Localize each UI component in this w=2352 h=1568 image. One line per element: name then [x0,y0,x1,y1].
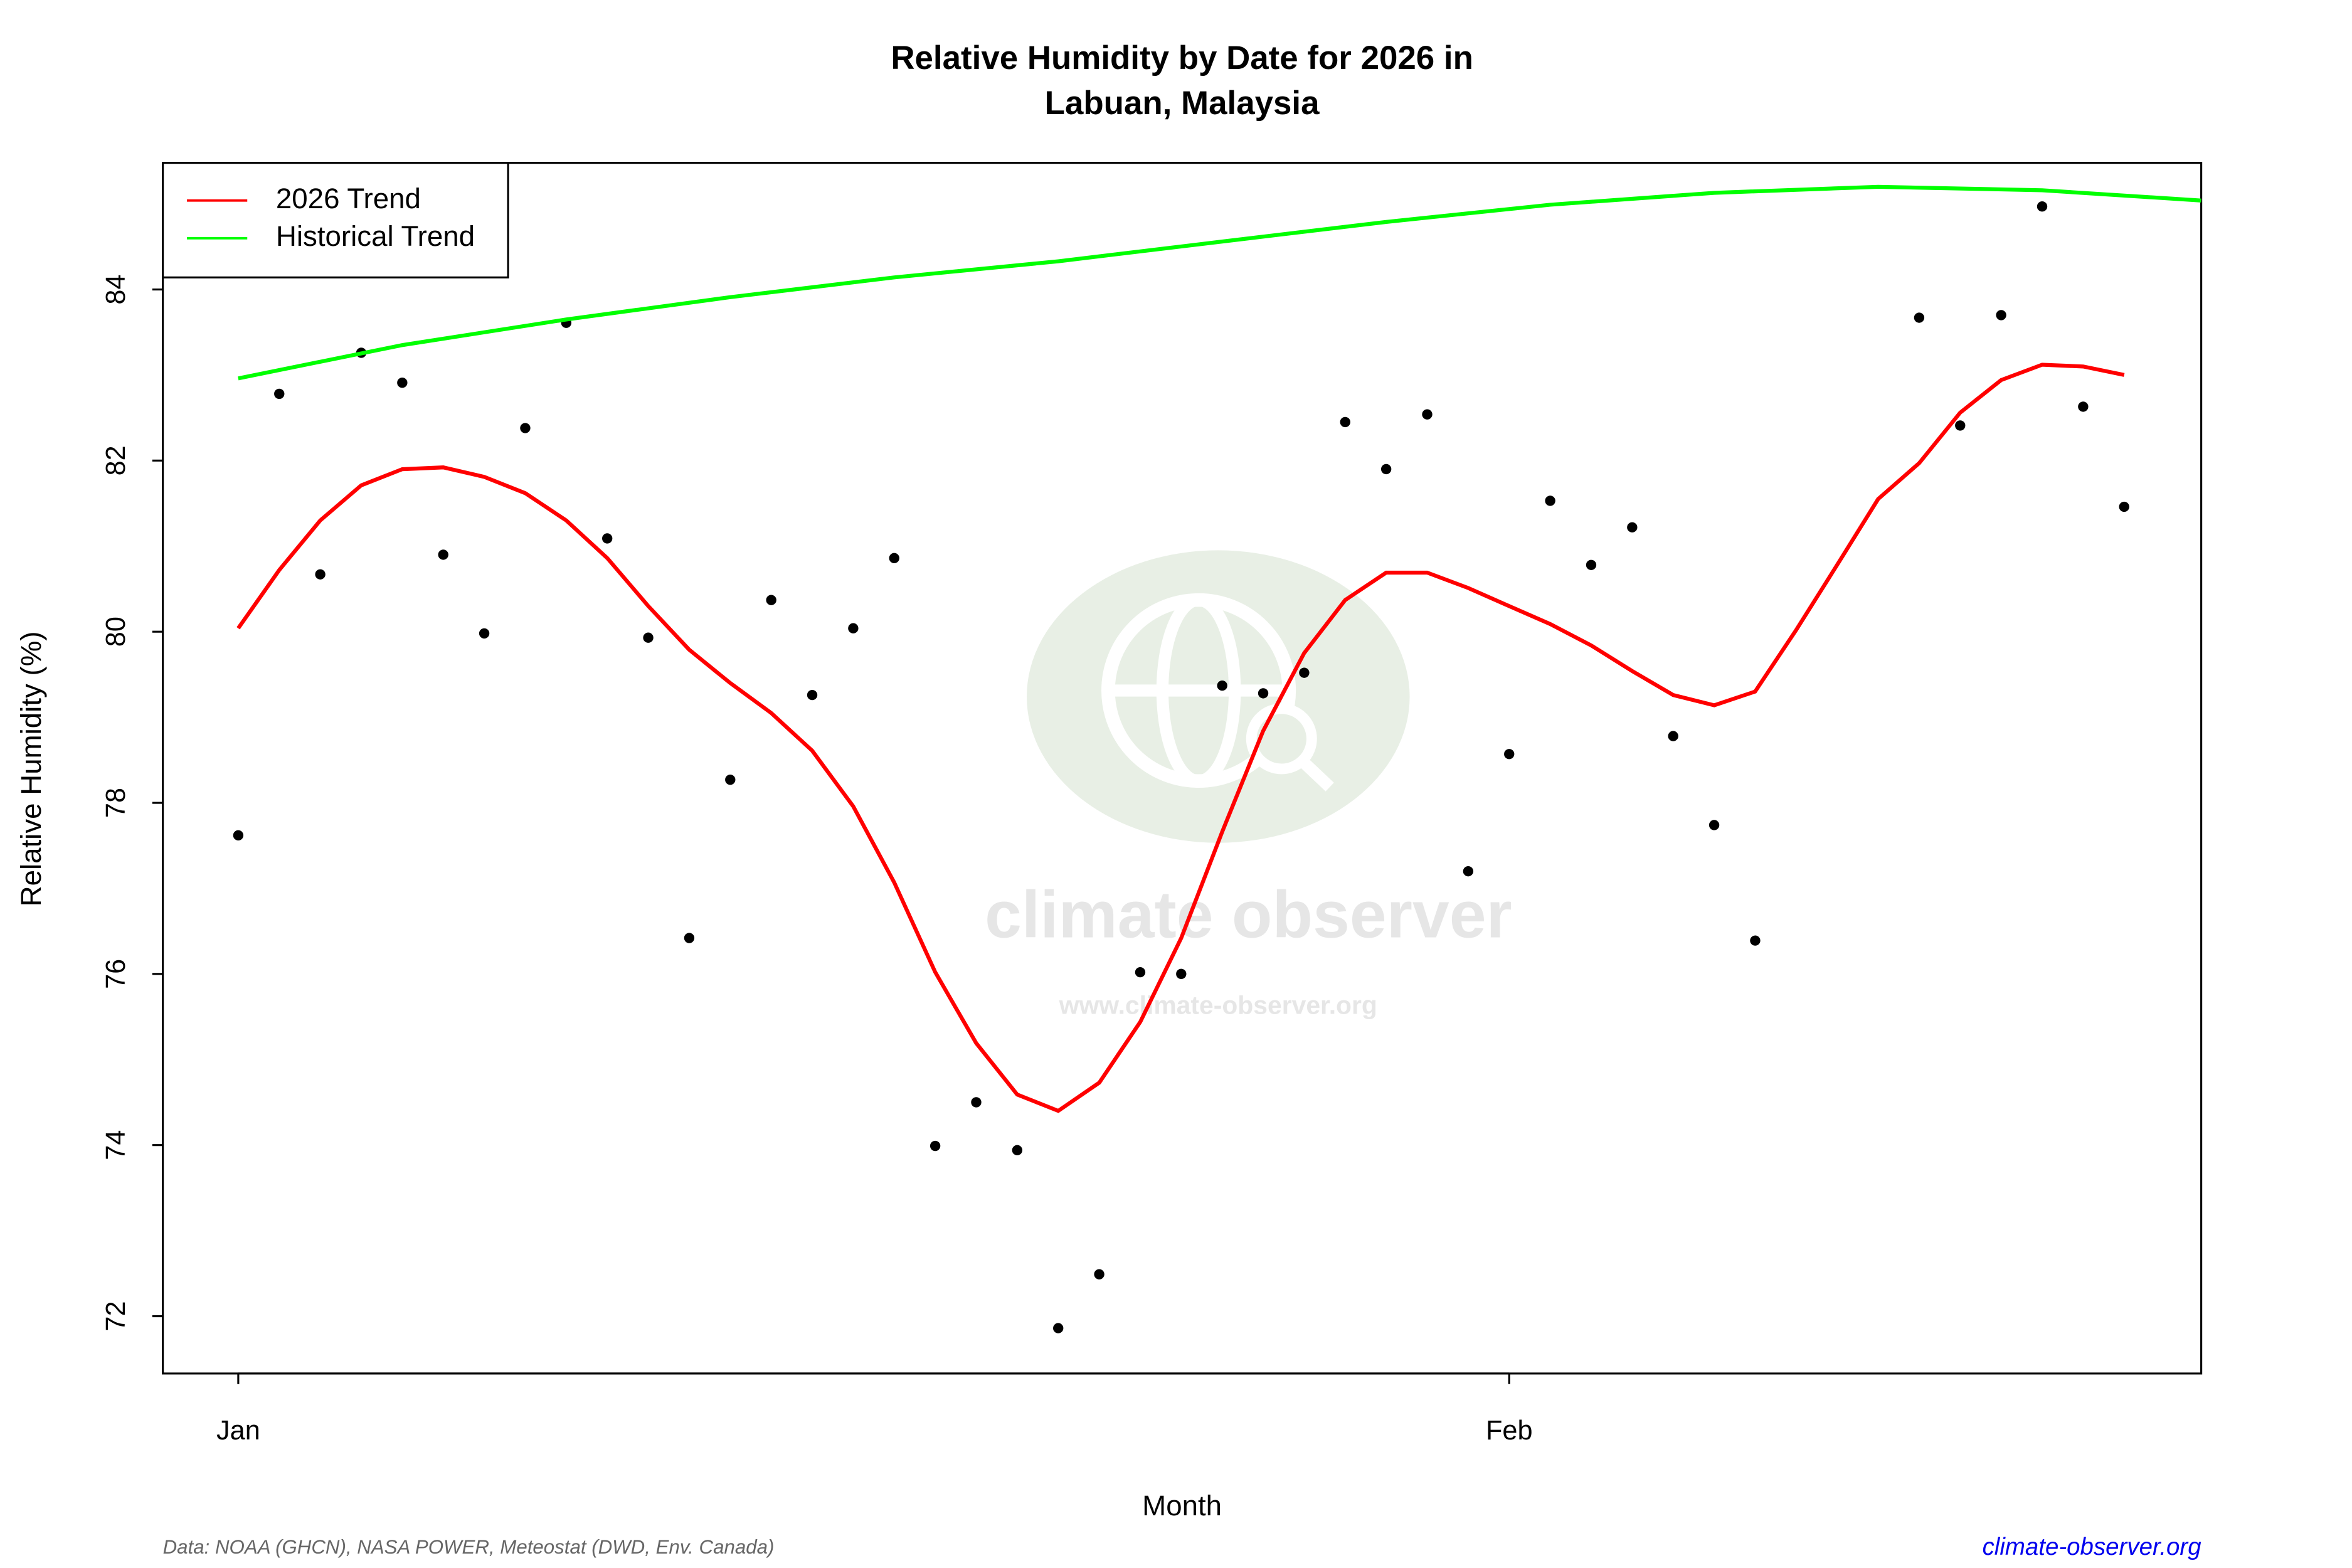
data-point [602,533,613,544]
y-tick-label: 84 [101,274,131,304]
data-point [1504,749,1515,760]
data-point [1955,420,1966,431]
data-point [315,569,326,580]
data-point [643,632,654,643]
data-point [889,553,899,564]
data-point [1176,968,1187,980]
data-point [233,830,244,841]
y-tick-label: 78 [101,788,131,818]
trend-line [238,184,2201,381]
legend-label: 2026 Trend [276,183,421,215]
watermark-lens [1298,756,1334,792]
data-point [1217,680,1227,691]
site-link[interactable]: climate-observer.org [1983,1534,2202,1560]
data-point [1708,820,1720,830]
data-point [1996,310,2006,320]
data-point [1380,464,1392,475]
data-point [766,595,776,605]
y-tick-label: 72 [101,1301,131,1331]
data-point [274,388,285,400]
y-tick-label: 74 [101,1130,131,1160]
data-point [848,623,859,633]
data-point [1463,866,1474,877]
data-point [2078,401,2089,412]
y-tick-label: 80 [101,617,131,647]
data-point [1586,559,1597,570]
chart-title: Relative Humidity by Date for 2026 in [891,40,1473,77]
data-point [1422,409,1433,420]
data-point [2119,501,2129,512]
data-point [684,933,695,943]
data-point [397,378,408,388]
y-axis-label: Relative Humidity (%) [15,632,47,907]
data-point [438,549,448,560]
data-point [807,689,818,701]
data-point [1094,1269,1104,1279]
data-point [1750,935,1761,946]
data-point [1340,416,1350,428]
data-point [1258,688,1269,699]
y-tick-label: 76 [101,959,131,989]
data-point [479,628,490,639]
data-point [930,1140,941,1152]
source-note: Data: NOAA (GHCN), NASA POWER, Meteostat… [163,1536,775,1558]
data-point [1914,312,1925,323]
x-axis-label: Month [1142,1490,1222,1522]
x-tick-label: Jan [216,1416,260,1446]
legend-box [162,162,509,278]
chart-subtitle: Labuan, Malaysia [1045,85,1320,122]
data-point [520,423,531,433]
trend-line [236,363,2125,1113]
watermark-text: climate observer [985,877,1512,951]
legend-label: Historical Trend [276,220,475,252]
data-point [1012,1145,1023,1156]
data-point [725,775,736,785]
data-point [1053,1323,1064,1333]
data-point [971,1097,982,1108]
x-tick-label: Feb [1486,1416,1533,1446]
data-point [1545,495,1555,506]
data-point [1627,522,1638,532]
data-point [1299,667,1310,678]
watermark: climate observer www.climate-observer.or… [985,550,1512,1020]
watermark-url: www.climate-observer.org [1059,991,1377,1020]
y-tick-label: 82 [101,445,131,475]
data-point [1668,731,1678,741]
data-point [1135,967,1146,978]
data-point [2037,201,2048,212]
